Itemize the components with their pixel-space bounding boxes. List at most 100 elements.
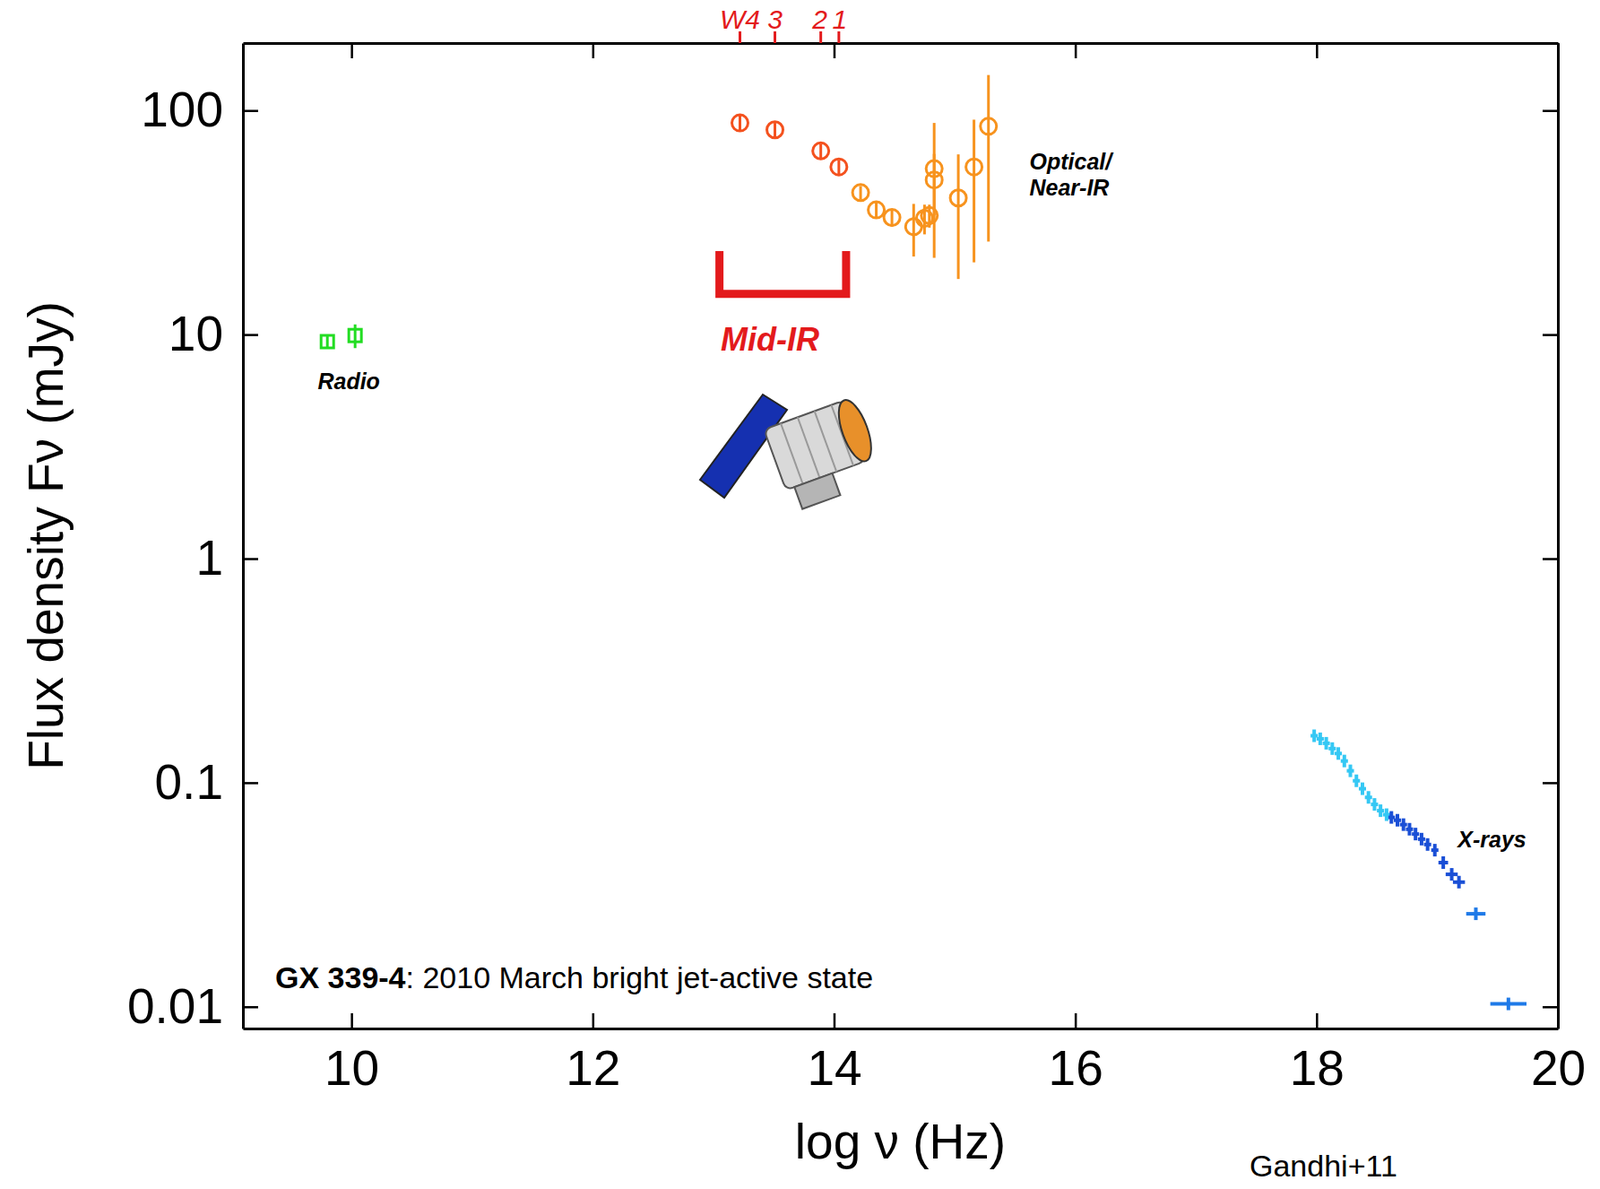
annotation-line: Optical/ <box>1029 148 1116 174</box>
tick: 12 <box>565 1012 621 1096</box>
data-point <box>1413 827 1418 840</box>
band-label: 1 <box>832 4 848 35</box>
axis <box>1542 43 1559 1030</box>
band-label: 2 <box>811 4 828 35</box>
data-point <box>980 118 997 135</box>
tick-mark <box>350 43 354 59</box>
axis: 0.01 0.1 1 10 100 <box>127 43 259 1034</box>
data-point <box>1473 907 1478 920</box>
tick-label: 10 <box>324 1039 380 1096</box>
body-stripe <box>780 423 804 485</box>
data-point <box>1372 797 1376 811</box>
tick: 18 <box>1289 1012 1345 1096</box>
tick-mark <box>242 109 259 113</box>
data-point <box>731 114 748 131</box>
body-stripe <box>814 410 838 472</box>
tick-label: 18 <box>1289 1039 1345 1096</box>
tick <box>1075 43 1077 59</box>
tick-mark <box>1542 1005 1558 1009</box>
data-point <box>905 218 922 235</box>
tick <box>1542 1006 1558 1008</box>
data-point <box>868 201 885 218</box>
tick <box>1542 334 1558 336</box>
data-point <box>1342 754 1347 768</box>
body-base <box>794 473 840 510</box>
data-point <box>1450 867 1454 881</box>
tick-mark <box>242 333 259 337</box>
error-bar <box>773 122 777 138</box>
series <box>320 324 362 348</box>
series <box>852 75 997 279</box>
data-point <box>1330 742 1334 755</box>
tick-label: 20 <box>1530 1039 1586 1096</box>
tick: 10 <box>168 305 259 362</box>
data-point <box>348 328 362 342</box>
data-point <box>1433 843 1437 857</box>
tick-mark <box>242 557 259 561</box>
data-point <box>1354 774 1358 788</box>
band-labels: W4321 <box>719 4 848 44</box>
bracket <box>719 250 847 295</box>
tick-label: 0.1 <box>155 753 224 810</box>
data-point <box>1312 729 1316 743</box>
error-bar <box>837 160 840 175</box>
background <box>0 0 1600 1189</box>
tick-label: 10 <box>168 305 224 362</box>
tick <box>592 43 594 59</box>
axis <box>243 43 1559 59</box>
data-point <box>921 207 938 224</box>
data-point <box>767 121 784 139</box>
error-bar <box>326 335 329 348</box>
tick-mark <box>242 1005 259 1009</box>
tick-mark <box>833 1012 837 1029</box>
data-point <box>1318 732 1323 745</box>
band-label: 3 <box>767 4 783 35</box>
body-stripe <box>797 416 821 478</box>
data-point <box>1360 782 1365 796</box>
tick-mark <box>1074 43 1078 59</box>
tick-mark <box>1542 109 1558 113</box>
data-point <box>925 160 943 177</box>
data-point <box>1389 811 1393 824</box>
data-point <box>1419 832 1424 846</box>
error-bar <box>986 75 990 243</box>
data-point <box>883 209 900 226</box>
data-point <box>1395 813 1400 827</box>
tick-mark <box>1542 781 1558 785</box>
caption-text: : 2010 March bright jet-active state <box>406 960 874 995</box>
tick: 1 <box>195 529 259 586</box>
error-bar <box>859 185 863 199</box>
error-bar <box>874 201 878 218</box>
axis-line <box>1556 43 1560 1030</box>
chart: 1012141618200.010.1110100log ν (Hz)Flux … <box>0 0 1600 1189</box>
tick-label: 100 <box>140 81 224 138</box>
data-point <box>1349 764 1353 778</box>
tick-mark <box>1074 1012 1078 1029</box>
data-point <box>950 190 967 207</box>
tick-mark <box>350 1012 354 1029</box>
axis-line <box>243 1027 1559 1030</box>
data-point <box>852 184 869 201</box>
axis-line <box>243 42 1559 45</box>
tick-mark <box>1315 43 1319 59</box>
data-point <box>1506 997 1511 1011</box>
tick <box>833 43 835 59</box>
data-point <box>1457 875 1462 889</box>
data-point <box>966 158 983 175</box>
error-bar <box>738 115 742 131</box>
error-bar <box>933 122 936 258</box>
tick-mark <box>592 43 596 59</box>
annotation: Optical/Near-IR <box>1029 148 1116 200</box>
tick-mark <box>592 1012 596 1029</box>
annotation: Mid-IR <box>720 320 820 358</box>
error-bar <box>957 154 960 279</box>
aperture <box>831 396 878 466</box>
annotation: Radio <box>317 368 380 394</box>
error-bar <box>972 119 976 262</box>
tick-mark <box>1315 1012 1319 1029</box>
annotation-line: Near-IR <box>1029 174 1110 200</box>
annotations: RadioMid-IROptical/Near-IRX-rays <box>317 148 1526 852</box>
tick-label: 12 <box>565 1039 621 1096</box>
tick: 0.01 <box>127 977 259 1034</box>
data-point <box>1378 804 1383 817</box>
